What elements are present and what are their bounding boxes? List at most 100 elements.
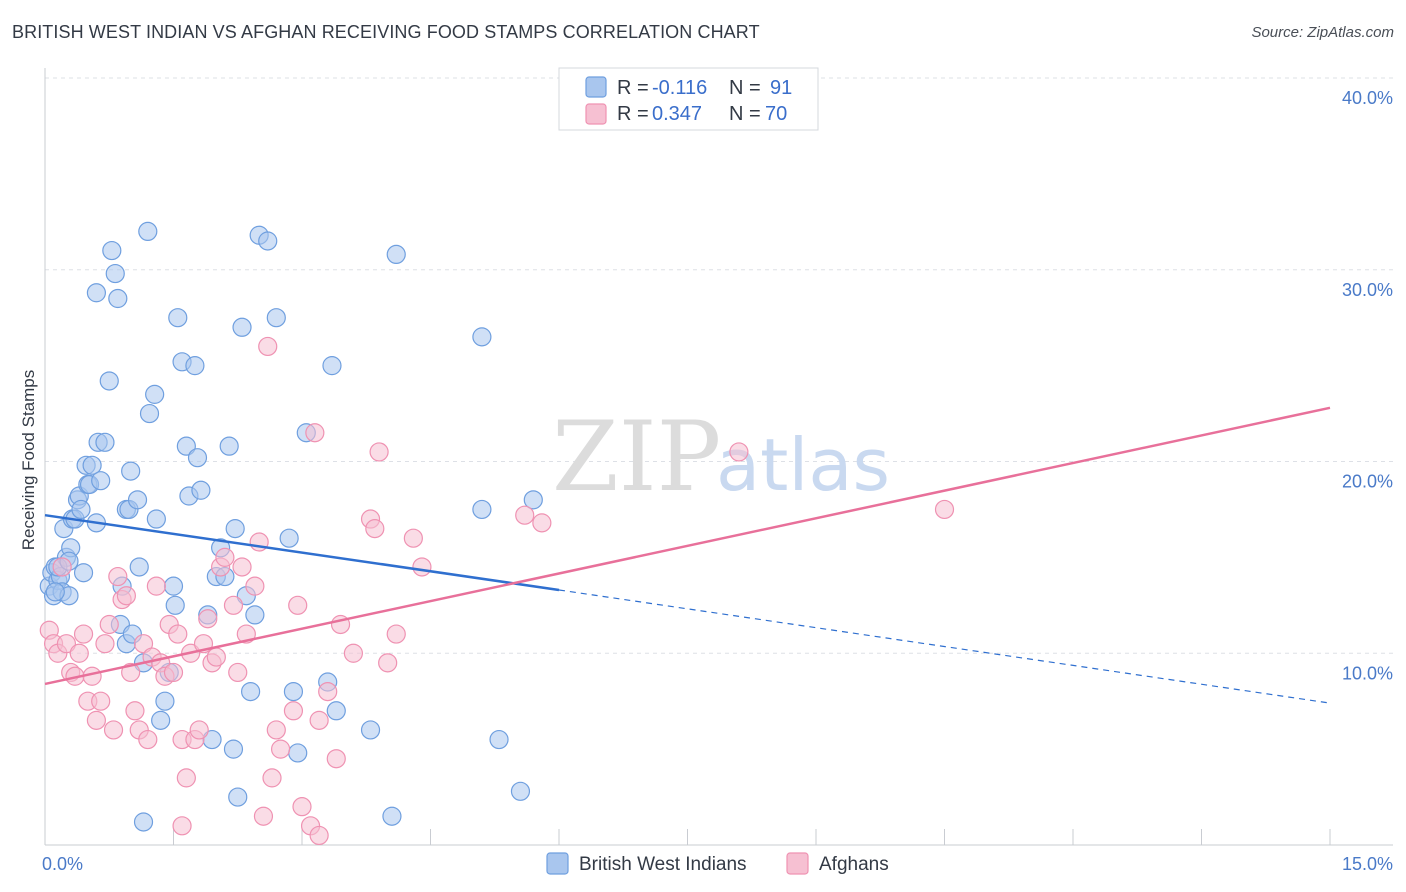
point-blue-87 — [45, 582, 65, 602]
series-legend: British West Indians Afghans — [546, 852, 889, 875]
point-blue-48 — [168, 308, 188, 328]
legend-label-british-west-indians: British West Indians — [579, 854, 747, 875]
point-pink-25 — [146, 576, 166, 596]
point-blue-20 — [82, 455, 102, 475]
point-blue-60 — [219, 436, 239, 456]
point-pink-71 — [729, 442, 749, 462]
point-pink-7 — [69, 643, 89, 663]
point-pink-29 — [163, 662, 184, 683]
point-blue-16 — [73, 563, 94, 583]
x-tick-label-0: 0.0% — [42, 854, 83, 874]
point-blue-63 — [228, 787, 248, 807]
y-tick-label-3: 40.0% — [1342, 88, 1393, 108]
point-pink-30 — [168, 624, 188, 644]
legend-r-value-2: 0.347 — [652, 103, 702, 125]
point-pink-32 — [176, 768, 196, 788]
point-blue-26 — [102, 240, 122, 261]
chart-title: BRITISH WEST INDIAN VS AFGHAN RECEIVING … — [12, 22, 760, 42]
point-pink-42 — [223, 595, 244, 615]
point-blue-37 — [129, 557, 149, 577]
point-pink-23 — [138, 729, 158, 750]
watermark-zip: ZIP — [552, 401, 721, 513]
point-blue-52 — [185, 356, 205, 376]
point-pink-68 — [412, 557, 432, 577]
point-blue-15 — [71, 499, 91, 520]
point-blue-70 — [266, 308, 286, 328]
point-blue-39 — [138, 221, 158, 241]
point-blue-50 — [176, 436, 196, 456]
point-blue-34 — [121, 461, 141, 481]
legend-swatch-blue — [585, 76, 607, 98]
point-blue-46 — [163, 576, 184, 596]
point-pink-12 — [91, 691, 111, 711]
point-pink-69 — [515, 505, 535, 525]
point-pink-20 — [125, 701, 145, 721]
point-blue-84 — [510, 781, 531, 801]
point-blue-23 — [91, 471, 111, 491]
point-blue-41 — [145, 384, 165, 404]
point-pink-19 — [121, 662, 141, 683]
point-blue-43 — [151, 710, 171, 730]
trend-lines — [44, 406, 1331, 704]
legend-n-label-1: N = — [729, 77, 761, 99]
point-pink-61 — [343, 643, 363, 663]
legend-r-label-2: R = — [617, 103, 649, 125]
point-pink-51 — [270, 739, 291, 759]
point-blue-78 — [360, 720, 381, 740]
point-blue-82 — [472, 327, 492, 347]
point-pink-64 — [369, 442, 389, 462]
point-blue-72 — [283, 681, 304, 702]
point-pink-70 — [532, 513, 552, 533]
watermark-atlas: atlas — [716, 423, 890, 507]
point-blue-62 — [225, 519, 245, 539]
point-blue-73 — [288, 743, 308, 763]
trend-line-blue — [44, 513, 560, 592]
point-pink-44 — [232, 557, 252, 577]
point-pink-39 — [206, 647, 226, 667]
point-pink-3 — [52, 557, 72, 577]
stats-legend: R = -0.116 N = 91 R = 0.347 N = 70 — [558, 67, 819, 131]
point-blue-69 — [258, 231, 278, 251]
point-pink-41 — [215, 547, 235, 567]
point-blue-71 — [279, 528, 299, 548]
point-pink-18 — [116, 586, 136, 606]
point-pink-35 — [189, 720, 209, 740]
point-blue-76 — [326, 701, 346, 721]
point-blue-44 — [155, 691, 175, 711]
point-pink-22 — [133, 634, 154, 654]
point-pink-43 — [228, 662, 248, 683]
point-pink-13 — [95, 634, 115, 654]
point-blue-53 — [187, 448, 208, 468]
legend-r-value-1: -0.116 — [652, 77, 707, 99]
point-blue-24 — [95, 432, 115, 452]
data-points — [39, 221, 955, 846]
point-pink-67 — [403, 528, 423, 548]
y-tick-labels: 10.0% 20.0% 30.0% 40.0% — [1342, 88, 1393, 683]
point-pink-46 — [245, 576, 265, 596]
point-pink-11 — [86, 710, 107, 730]
point-pink-53 — [288, 595, 308, 615]
point-pink-63 — [365, 519, 385, 539]
legend-label-afghans: Afghans — [819, 854, 889, 875]
point-pink-48 — [258, 336, 278, 357]
point-pink-49 — [262, 768, 282, 788]
x-tick-labels: 0.0% 15.0% — [42, 854, 1393, 874]
trend-line-pink — [44, 406, 1331, 686]
legend-swatch-afghans — [786, 852, 809, 875]
point-pink-65 — [378, 653, 398, 673]
point-pink-72 — [934, 499, 955, 520]
point-pink-59 — [326, 749, 346, 769]
point-pink-56 — [305, 423, 325, 443]
source-label: Source: ZipAtlas.com — [1251, 24, 1394, 41]
point-pink-16 — [108, 566, 128, 587]
point-blue-79 — [382, 806, 402, 826]
point-blue-36 — [127, 490, 148, 510]
point-blue-54 — [191, 480, 211, 500]
point-pink-58 — [318, 681, 338, 702]
point-pink-74 — [253, 806, 274, 826]
point-blue-89 — [133, 812, 154, 832]
y-axis-label: Receiving Food Stamps — [19, 370, 38, 550]
point-blue-85 — [523, 490, 543, 510]
point-pink-8 — [73, 624, 94, 644]
